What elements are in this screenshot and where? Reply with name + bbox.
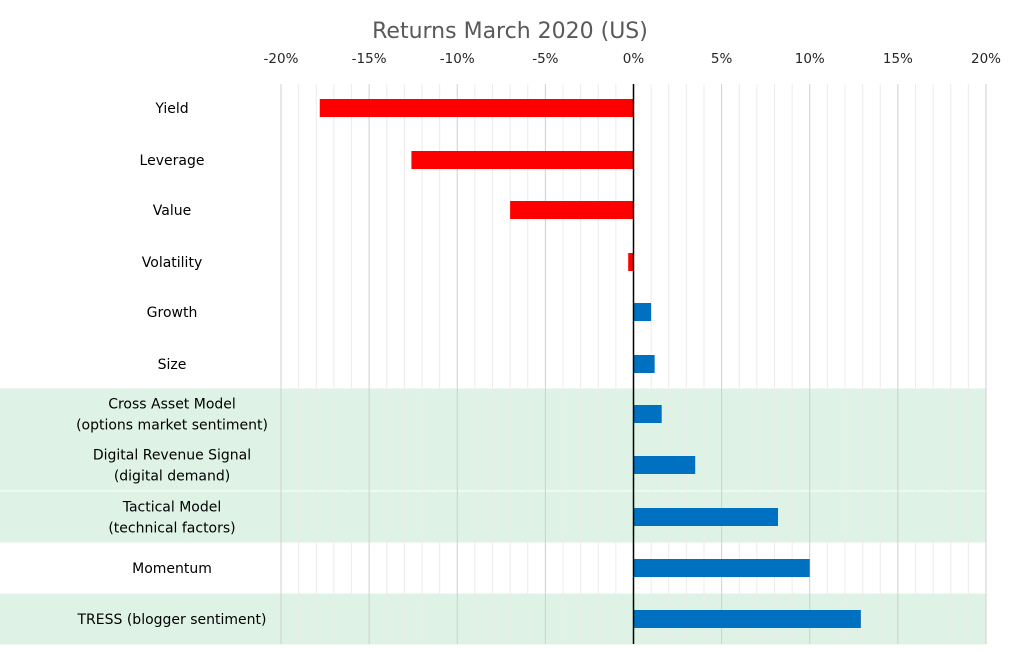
- chart-title: Returns March 2020 (US): [372, 19, 648, 44]
- category-label: Momentum: [132, 561, 212, 577]
- category-label: Yield: [154, 101, 188, 117]
- bar: [633, 405, 662, 423]
- bar: [633, 303, 652, 321]
- x-tick-label: 20%: [971, 51, 1001, 67]
- x-tick-labels: -20% -15% -10% -5% 0% 5% 10% 15% 20%: [264, 51, 1002, 67]
- bar: [628, 253, 634, 271]
- x-tick-label: -10%: [440, 51, 475, 67]
- category-label: TRESS (blogger sentiment): [77, 612, 267, 628]
- x-tick-label: 10%: [795, 51, 825, 67]
- bar: [633, 559, 810, 577]
- x-tick-label: -5%: [532, 51, 558, 67]
- bar: [633, 456, 696, 474]
- category-label: Cross Asset Model: [108, 397, 236, 413]
- bars: [319, 99, 861, 628]
- bar: [510, 201, 634, 219]
- category-label: Digital Revenue Signal: [93, 448, 251, 464]
- x-tick-label: -15%: [352, 51, 387, 67]
- bar: [411, 151, 634, 169]
- bar: [633, 355, 655, 373]
- bar: [319, 99, 634, 117]
- gridlines: [280, 84, 987, 644]
- x-tick-label: -20%: [264, 51, 299, 67]
- category-label: (digital demand): [114, 469, 230, 485]
- category-label: Volatility: [142, 255, 202, 271]
- bar: [633, 508, 779, 526]
- category-label: (technical factors): [108, 521, 235, 537]
- category-labels: Yield Leverage Value Volatility Growth Size Cr…: [76, 101, 268, 628]
- category-label: Value: [153, 203, 191, 219]
- category-label: (options market sentiment): [76, 418, 268, 434]
- category-label: Growth: [147, 305, 198, 321]
- category-label: Tactical Model: [122, 500, 222, 516]
- category-label: Size: [158, 357, 187, 373]
- x-tick-label: 15%: [883, 51, 913, 67]
- category-label: Leverage: [140, 153, 205, 169]
- x-tick-label: 5%: [711, 51, 733, 67]
- bar: [633, 610, 861, 628]
- x-tick-label: 0%: [623, 51, 645, 67]
